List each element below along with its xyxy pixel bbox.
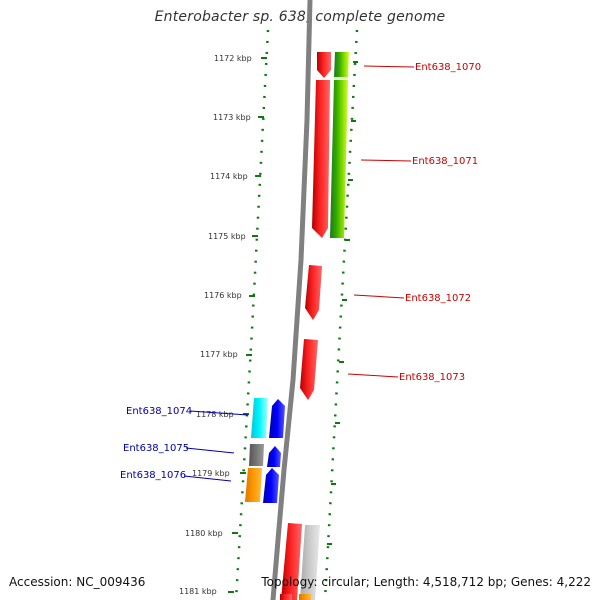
gene-ent638-1070[interactable] [317,52,331,78]
gene-label-ent638-1073[interactable]: Ent638_1073 [399,372,465,383]
gene-ent638-1074-blue[interactable] [269,399,285,438]
gene-label-ent638-1071[interactable]: Ent638_1071 [412,156,478,167]
genome-backbone [270,0,313,600]
tick-label: 1177 kbp [200,350,238,359]
gene-green-lower[interactable] [330,80,348,238]
tick-labels: 1172 kbp 1173 kbp 1174 kbp 1175 kbp 1176… [179,54,252,596]
gene-ent638-1075[interactable] [249,444,264,466]
gene-ent638-1073[interactable] [300,339,318,400]
gene-label-ent638-1070[interactable]: Ent638_1070 [415,62,481,73]
gene-label-ent638-1075[interactable]: Ent638_1075 [123,443,189,454]
gene-green-upper[interactable] [334,52,349,78]
accession-text: Accession: NC_009436 [9,575,146,589]
leader-lines [183,65,415,482]
gene-light-gray[interactable] [300,525,320,600]
gene-bottom-red[interactable] [281,523,302,600]
page-title: Enterobacter sp. 638, complete genome [154,9,446,25]
tick-label: 1180 kbp [185,529,223,538]
tick-label: 1179 kbp [192,469,230,478]
gene-labels: Ent638_1070 Ent638_1071 Ent638_1072 Ent6… [120,62,481,481]
gene-label-ent638-1072[interactable]: Ent638_1072 [405,293,471,304]
gene-ent638-1072[interactable] [305,265,322,320]
gene-label-ent638-1076[interactable]: Ent638_1076 [120,470,186,481]
tick-label: 1173 kbp [213,113,251,122]
topology-text: Topology: circular; Length: 4,518,712 bp… [261,575,591,589]
gene-orange-small[interactable] [299,594,311,600]
gene-ent638-1075-blue[interactable] [267,446,281,467]
tick-marks [228,57,267,593]
gene-green-divider [334,77,348,79]
gene-label-ent638-1074[interactable]: Ent638_1074 [126,406,192,417]
tick-label: 1181 kbp [179,587,217,596]
gene-bottom-red-small[interactable] [280,594,292,600]
right-tick-marks [327,61,358,545]
tick-label: 1176 kbp [204,291,242,300]
tick-label: 1178 kbp [196,410,234,419]
gene-ent638-1076-blue[interactable] [263,468,279,503]
tick-label: 1174 kbp [210,172,248,181]
gene-ent638-1071[interactable] [312,80,330,238]
left-dotted-track [234,29,270,600]
right-dotted-track [323,29,359,600]
tick-label: 1172 kbp [214,54,252,63]
tick-label: 1175 kbp [208,232,246,241]
gene-ent638-1074[interactable] [251,398,268,438]
gene-ent638-1076[interactable] [245,468,262,502]
